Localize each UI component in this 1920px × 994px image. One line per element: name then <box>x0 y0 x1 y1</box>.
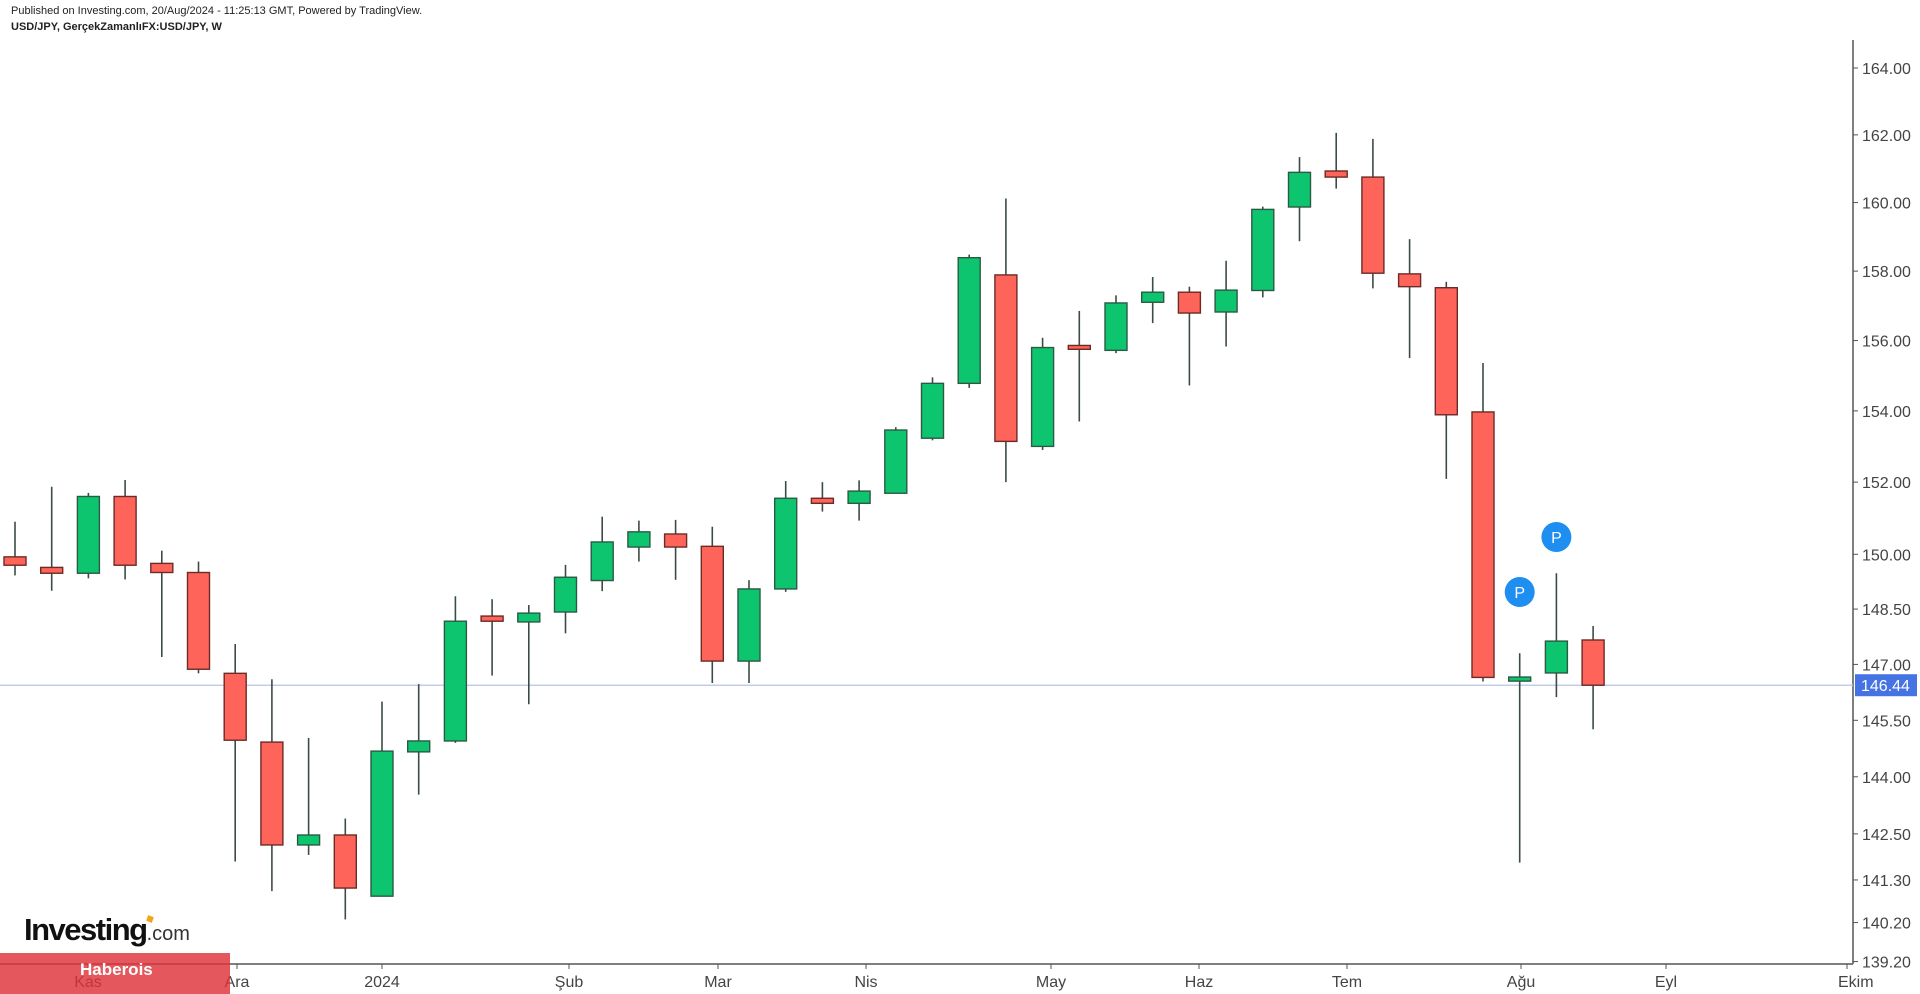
candle-up <box>774 497 798 590</box>
y-tick-label: 142.50 <box>1862 827 1911 844</box>
y-tick-label: 162.00 <box>1862 128 1911 145</box>
candle-up <box>1214 289 1238 313</box>
x-tick-label: Ekim <box>1838 974 1874 991</box>
candle-down <box>994 274 1018 443</box>
published-note: Published on Investing.com, 20/Aug/2024 … <box>11 5 423 17</box>
y-tick-label: 141.30 <box>1862 873 1911 890</box>
y-tick-label: 152.00 <box>1862 475 1911 492</box>
candle-down <box>113 495 137 566</box>
candle-down <box>223 672 247 741</box>
y-tick-label: 160.00 <box>1862 196 1911 213</box>
x-tick-label: May <box>1036 974 1066 991</box>
candle-up <box>517 612 541 623</box>
last-price-label: 146.44 <box>1861 678 1910 695</box>
y-tick-label: 154.00 <box>1862 404 1911 421</box>
candle-down <box>1177 291 1202 314</box>
y-tick-label: 148.50 <box>1862 602 1911 619</box>
candle-down <box>150 562 174 574</box>
candle-up <box>957 256 981 385</box>
candle-up <box>296 834 321 846</box>
y-tick-label: 140.20 <box>1862 916 1911 933</box>
candle-down <box>1471 411 1495 679</box>
candle-up <box>1507 676 1532 682</box>
candle-down <box>186 571 211 670</box>
candle-down <box>1324 170 1348 178</box>
candle-up <box>553 576 578 613</box>
candle-up <box>847 490 871 505</box>
x-tick-label: Mar <box>704 974 732 991</box>
x-tick-label: Haz <box>1185 974 1213 991</box>
candle-down <box>1434 287 1459 416</box>
event-marker-label: P <box>1514 585 1525 602</box>
investing-logo: Investing.com <box>24 912 190 948</box>
candle-up <box>1030 346 1055 448</box>
y-tick-label: 164.00 <box>1862 61 1911 78</box>
last-price-badge <box>1855 674 1917 697</box>
candle-down <box>333 834 357 889</box>
candle-down <box>1397 273 1422 288</box>
candle-up <box>1104 302 1128 352</box>
candle-down <box>810 497 835 505</box>
candle-down <box>700 545 724 662</box>
y-tick-label: 147.00 <box>1862 657 1911 674</box>
candle-down <box>1581 639 1605 686</box>
y-tick-label: 145.50 <box>1862 713 1911 730</box>
event-marker-label: P <box>1551 530 1562 547</box>
candle-up <box>627 531 651 548</box>
candle-up <box>370 750 394 897</box>
candle-down <box>480 615 504 622</box>
candle-up <box>443 620 468 742</box>
candle-up <box>737 588 761 662</box>
haberois-banner: Haberois <box>0 953 230 994</box>
candle-up <box>590 541 614 582</box>
symbol-title: USD/JPY, GerçekZamanlıFX:USD/JPY, W <box>11 21 222 33</box>
logo-suffix: .com <box>146 923 190 945</box>
x-tick-label: Eyl <box>1655 974 1677 991</box>
candle-up <box>1287 171 1312 208</box>
candle-down <box>1067 344 1092 350</box>
event-marker-icon <box>1541 522 1572 552</box>
y-tick-label: 144.00 <box>1862 770 1911 787</box>
event-marker-icon <box>1504 577 1535 607</box>
x-tick-label: Ağu <box>1507 974 1535 991</box>
candle-up <box>407 740 431 753</box>
x-tick-label: 2024 <box>364 974 400 991</box>
y-tick-label: 139.20 <box>1862 955 1911 972</box>
x-tick-label: Tem <box>1332 974 1362 991</box>
candle-down <box>663 533 688 548</box>
x-tick-label: Ara <box>225 974 250 991</box>
candle-up <box>76 495 101 574</box>
candle-down <box>3 556 27 566</box>
candle-down <box>40 566 64 574</box>
candle-down <box>1361 176 1385 274</box>
y-tick-label: 158.00 <box>1862 264 1911 281</box>
candle-up <box>1140 291 1165 303</box>
candle-up <box>1251 208 1275 292</box>
banner-text: Haberois <box>80 960 153 979</box>
candle-up <box>1544 640 1569 674</box>
y-tick-label: 156.00 <box>1862 334 1911 351</box>
x-tick-label: Nis <box>854 974 877 991</box>
logo-text: Investing <box>24 912 148 947</box>
x-tick-label: Şub <box>555 974 584 991</box>
y-tick-label: 150.00 <box>1862 547 1911 564</box>
candle-up <box>884 429 908 494</box>
candle-up <box>920 382 945 439</box>
candle-down <box>260 741 284 846</box>
